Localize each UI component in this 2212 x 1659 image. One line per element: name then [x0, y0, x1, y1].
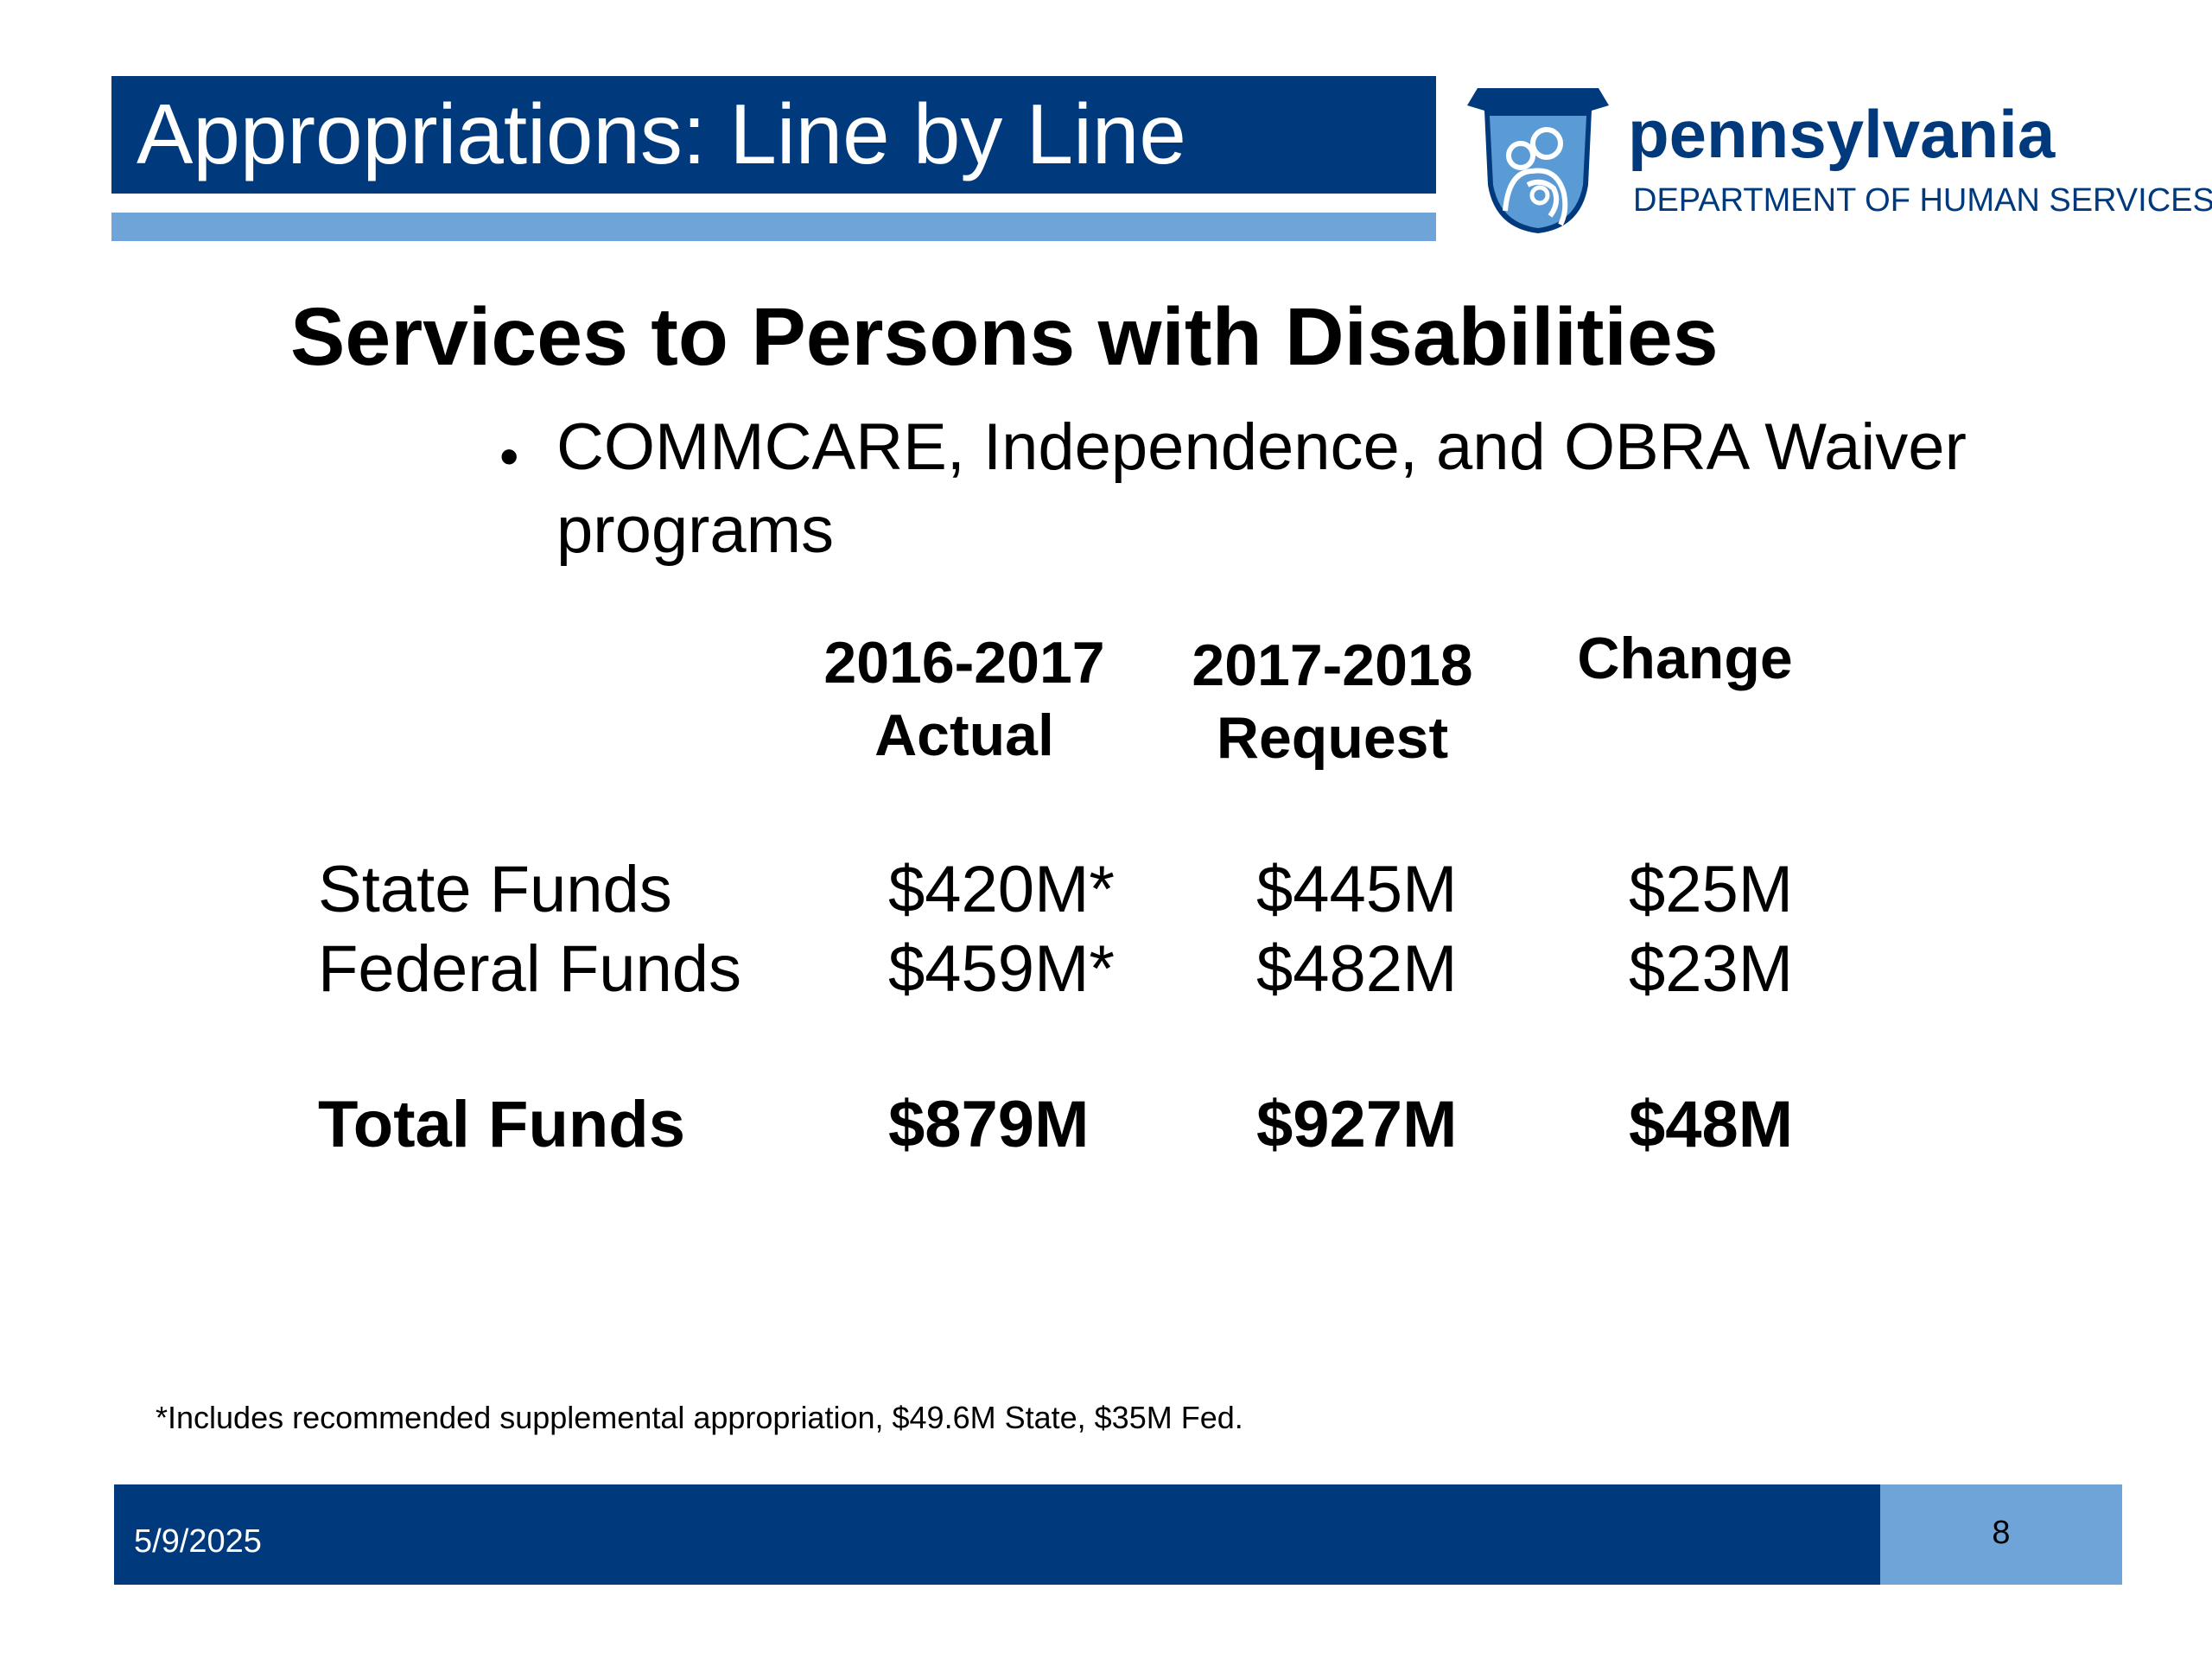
brand-department: DEPARTMENT OF HUMAN SERVICES [1633, 182, 2212, 219]
column-header-change: Change [1503, 622, 1866, 695]
footnote: *Includes recommended supplemental appro… [156, 1400, 1243, 1435]
title-accent-stripe [111, 213, 1436, 241]
slide-title: Appropriations: Line by Line [137, 86, 1186, 181]
row-label: State Funds [318, 853, 672, 926]
value-actual: $459M* [888, 932, 1115, 1006]
value-change: $23M [1629, 932, 1794, 1006]
bullet-text: COMMCARE, Independence, and OBRA Waiver … [556, 410, 1967, 567]
column-header-line1: Change [1577, 626, 1793, 691]
value-actual: $420M* [888, 853, 1115, 926]
total-actual: $879M [888, 1088, 1090, 1161]
row-label: Federal Funds [318, 932, 742, 1006]
column-header-line2: Actual [874, 702, 1054, 768]
column-header-actual: 2016-2017 Actual [783, 626, 1146, 772]
bullet-marker: • [499, 425, 519, 487]
value-change: $25M [1629, 853, 1794, 926]
value-request: $482M [1256, 932, 1458, 1006]
column-header-line1: 2016-2017 [823, 630, 1105, 696]
column-header-line1: 2017-2018 [1192, 632, 1473, 698]
section-heading: Services to Persons with Disabilities [290, 291, 1719, 383]
total-change: $48M [1629, 1088, 1794, 1161]
column-header-request: 2017-2018 Request [1151, 629, 1514, 774]
total-request: $927M [1256, 1088, 1458, 1161]
brand-name: pennsylvania [1628, 96, 2056, 172]
title-bar [111, 76, 1436, 194]
value-request: $445M [1256, 853, 1458, 926]
page-number: 8 [1992, 1515, 2011, 1551]
footer-bar [114, 1484, 1880, 1585]
footer-page-box [1880, 1484, 2122, 1585]
column-header-line2: Request [1216, 705, 1449, 771]
footer-date: 5/9/2025 [134, 1523, 262, 1560]
keystone-family-icon [1460, 81, 1616, 237]
total-label: Total Funds [318, 1088, 685, 1161]
